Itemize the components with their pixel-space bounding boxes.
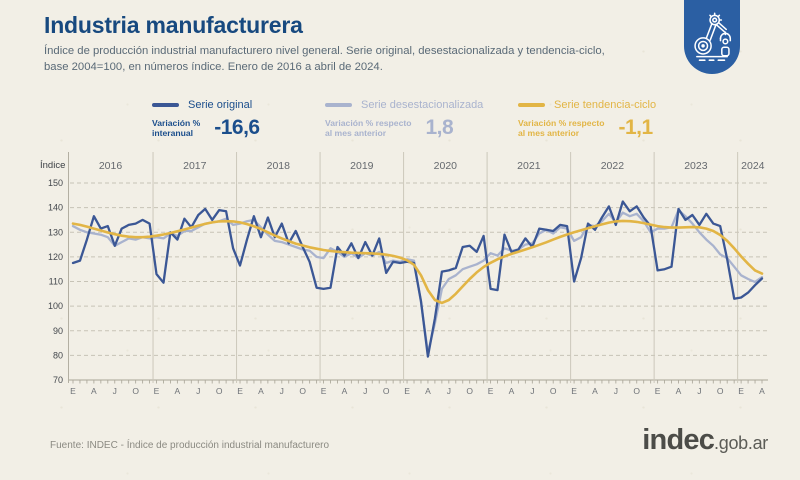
source-note: Fuente: INDEC - Índice de producción ind… <box>50 440 330 451</box>
line-chart: 150 140 130 120 110 100 90 80 70 Índice 2016 2017 20… <box>40 152 768 396</box>
y-tick-label: 150 <box>48 178 63 188</box>
month-tick-label: E <box>404 386 410 396</box>
serie-original-label: Serie original <box>188 99 253 111</box>
industrial-robot-icon <box>694 12 732 61</box>
month-tick-label: E <box>70 386 76 396</box>
legend-group-tendencia: Serie tendencia-ciclo Variación % respec… <box>518 98 656 140</box>
y-tick-label: 130 <box>48 227 63 237</box>
variation-value-original: -16,6 <box>214 116 260 139</box>
month-tick-label: O <box>466 386 473 396</box>
industry-badge <box>684 0 740 74</box>
y-tick-label: 110 <box>49 277 63 287</box>
indec-logo-suffix: .gob.ar <box>714 433 768 453</box>
month-tick-label: A <box>676 386 682 396</box>
variation-label-original: Variación % interanual <box>152 117 201 138</box>
month-tick-label: E <box>237 386 243 396</box>
year-label: 2018 <box>267 160 291 172</box>
variation-value-desestacionalizada: 1,8 <box>425 116 454 139</box>
y-tick-label: 100 <box>48 301 63 311</box>
serie-desestacionalizada-label: Serie desestacionalizada <box>361 99 484 111</box>
month-tick-label: O <box>550 386 557 396</box>
month-tick-label: O <box>717 386 724 396</box>
month-tick-label: J <box>530 386 534 396</box>
variation-value-tendencia: -1,1 <box>618 116 653 139</box>
year-label: 2023 <box>684 160 708 172</box>
year-label: 2022 <box>601 160 625 172</box>
year-label: 2019 <box>350 160 374 172</box>
month-tick-label: A <box>592 386 598 396</box>
month-tick-label: A <box>175 386 181 396</box>
y-tick-label: 140 <box>48 203 63 213</box>
y-tick-label: 120 <box>48 252 63 262</box>
serie-tendencia-swatch <box>518 103 545 107</box>
legend-group-original: Serie original Variación % interanual -1… <box>152 98 260 140</box>
month-tick-label: A <box>342 386 348 396</box>
legend: Serie original Variación % interanual -1… <box>0 98 800 144</box>
serie-original-swatch <box>152 103 179 107</box>
indec-logo: indec .gob.ar <box>642 424 768 457</box>
y-tick-label: 70 <box>53 375 63 385</box>
year-label: 2016 <box>99 160 123 172</box>
y-axis-title: Índice <box>40 160 65 171</box>
y-tick-label: 90 <box>53 326 63 336</box>
month-tick-label: E <box>738 386 744 396</box>
year-label: 2024 <box>741 160 765 172</box>
month-tick-label: J <box>113 386 117 396</box>
month-tick-label: E <box>154 386 160 396</box>
month-tick-label: O <box>132 386 139 396</box>
year-label: 2017 <box>183 160 207 172</box>
month-tick-label: O <box>216 386 223 396</box>
month-tick-label: E <box>488 386 494 396</box>
variation-label-tendencia: Variación % respecto al mes anterior <box>518 117 605 138</box>
legend-group-desestacionalizada: Serie desestacionalizada Variación % res… <box>325 98 483 140</box>
serie-desestacionalizada-swatch <box>325 103 352 107</box>
month-tick-label: A <box>91 386 97 396</box>
month-tick-label: E <box>655 386 661 396</box>
month-tick-label: O <box>633 386 640 396</box>
month-tick-label: J <box>196 386 200 396</box>
subtitle-line-1: Índice de producción industrial manufact… <box>44 45 605 57</box>
month-tick-label: O <box>299 386 306 396</box>
series-line-serie-original <box>71 200 764 358</box>
month-tick-label: A <box>759 386 765 396</box>
month-tick-label: A <box>509 386 515 396</box>
month-tick-label: A <box>258 386 264 396</box>
month-tick-label: J <box>697 386 701 396</box>
month-tick-label: J <box>447 386 451 396</box>
month-tick-label: O <box>383 386 390 396</box>
month-tick-label: A <box>425 386 431 396</box>
month-tick-label: J <box>614 386 618 396</box>
month-tick-label: J <box>280 386 284 396</box>
year-label: 2020 <box>434 160 458 172</box>
month-tick-label: E <box>571 386 577 396</box>
variation-label-desestacionalizada: Variación % respecto al mes anterior <box>325 117 412 138</box>
year-label: 2021 <box>517 160 541 172</box>
month-tick-label: E <box>321 386 327 396</box>
month-tick-label: J <box>363 386 367 396</box>
subtitle-line-2: base 2004=100, en números índice. Enero … <box>44 61 383 74</box>
page-title: Industria manufacturera <box>44 12 303 38</box>
page-subtitle: Índice de producción industrial manufact… <box>44 43 605 76</box>
indec-logo-main: indec <box>642 424 715 456</box>
serie-tendencia-label: Serie tendencia-ciclo <box>554 99 657 111</box>
series-line-serie-tendencia-ciclo <box>71 219 764 305</box>
y-tick-label: 80 <box>53 350 63 360</box>
